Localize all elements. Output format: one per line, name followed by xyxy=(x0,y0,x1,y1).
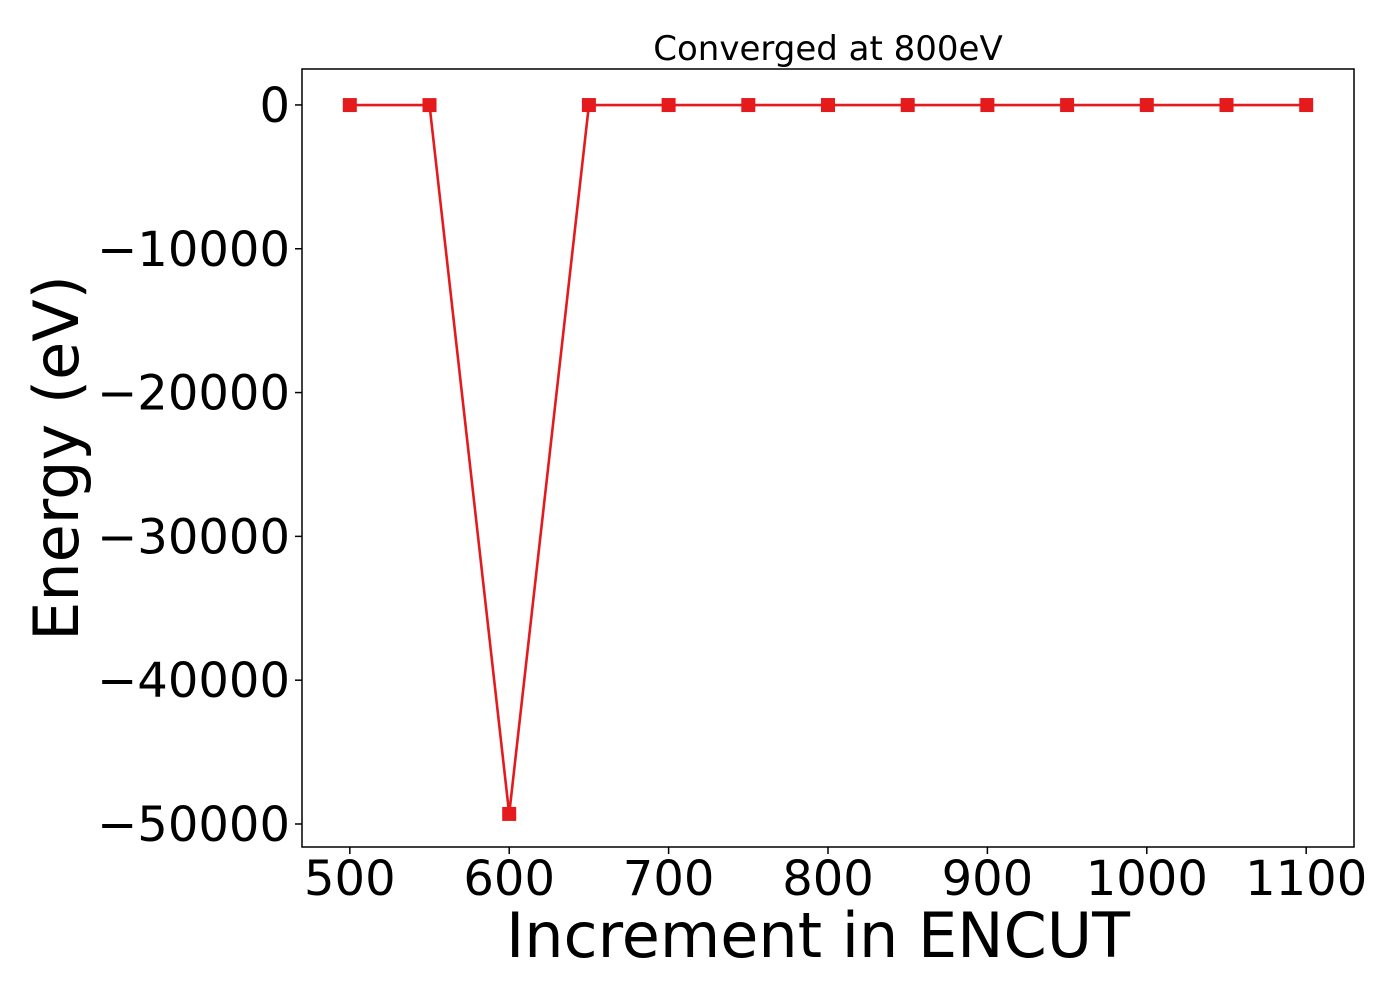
x-tick-label: 1000 xyxy=(1086,851,1208,907)
x-tick-label: 700 xyxy=(623,851,715,907)
y-tick-label: −10000 xyxy=(97,222,290,278)
plot-frame xyxy=(301,68,1355,848)
y-tick-label: −30000 xyxy=(97,509,290,565)
data-point-marker xyxy=(502,806,517,821)
x-tick-label: 500 xyxy=(304,851,396,907)
data-point-marker xyxy=(1219,98,1234,113)
data-point-marker xyxy=(741,98,756,113)
data-point-marker xyxy=(900,98,915,113)
x-tick-label: 800 xyxy=(782,851,874,907)
y-tick-label: 0 xyxy=(259,78,290,134)
data-point-marker xyxy=(1139,98,1154,113)
series-group xyxy=(342,98,1314,821)
y-axis-label: Energy (eV) xyxy=(20,275,93,641)
x-tick-group: 500 600 700 800 900 1000 1100 xyxy=(304,847,1367,907)
data-point-marker xyxy=(581,98,596,113)
chart-title: Converged at 800eV xyxy=(653,29,1002,69)
x-axis-label: Increment in ENCUT xyxy=(506,899,1131,972)
y-tick-label: −40000 xyxy=(97,653,290,709)
x-tick-label: 600 xyxy=(463,851,555,907)
y-tick-label: −20000 xyxy=(97,366,290,422)
data-point-marker xyxy=(1299,98,1314,113)
data-point-marker xyxy=(342,98,357,113)
plot-area-group xyxy=(301,68,1355,848)
series-line xyxy=(349,103,1307,815)
data-point-marker xyxy=(1060,98,1075,113)
y-tick-label: −50000 xyxy=(97,797,290,853)
x-tick-label: 900 xyxy=(942,851,1034,907)
data-point-marker xyxy=(661,98,676,113)
data-point-marker xyxy=(980,98,995,113)
data-point-marker xyxy=(422,98,437,113)
y-tick-group: 0 −10000 −20000 −30000 −40000 −50000 xyxy=(97,78,302,853)
data-point-marker xyxy=(821,98,835,113)
x-tick-label: 1100 xyxy=(1245,851,1367,907)
